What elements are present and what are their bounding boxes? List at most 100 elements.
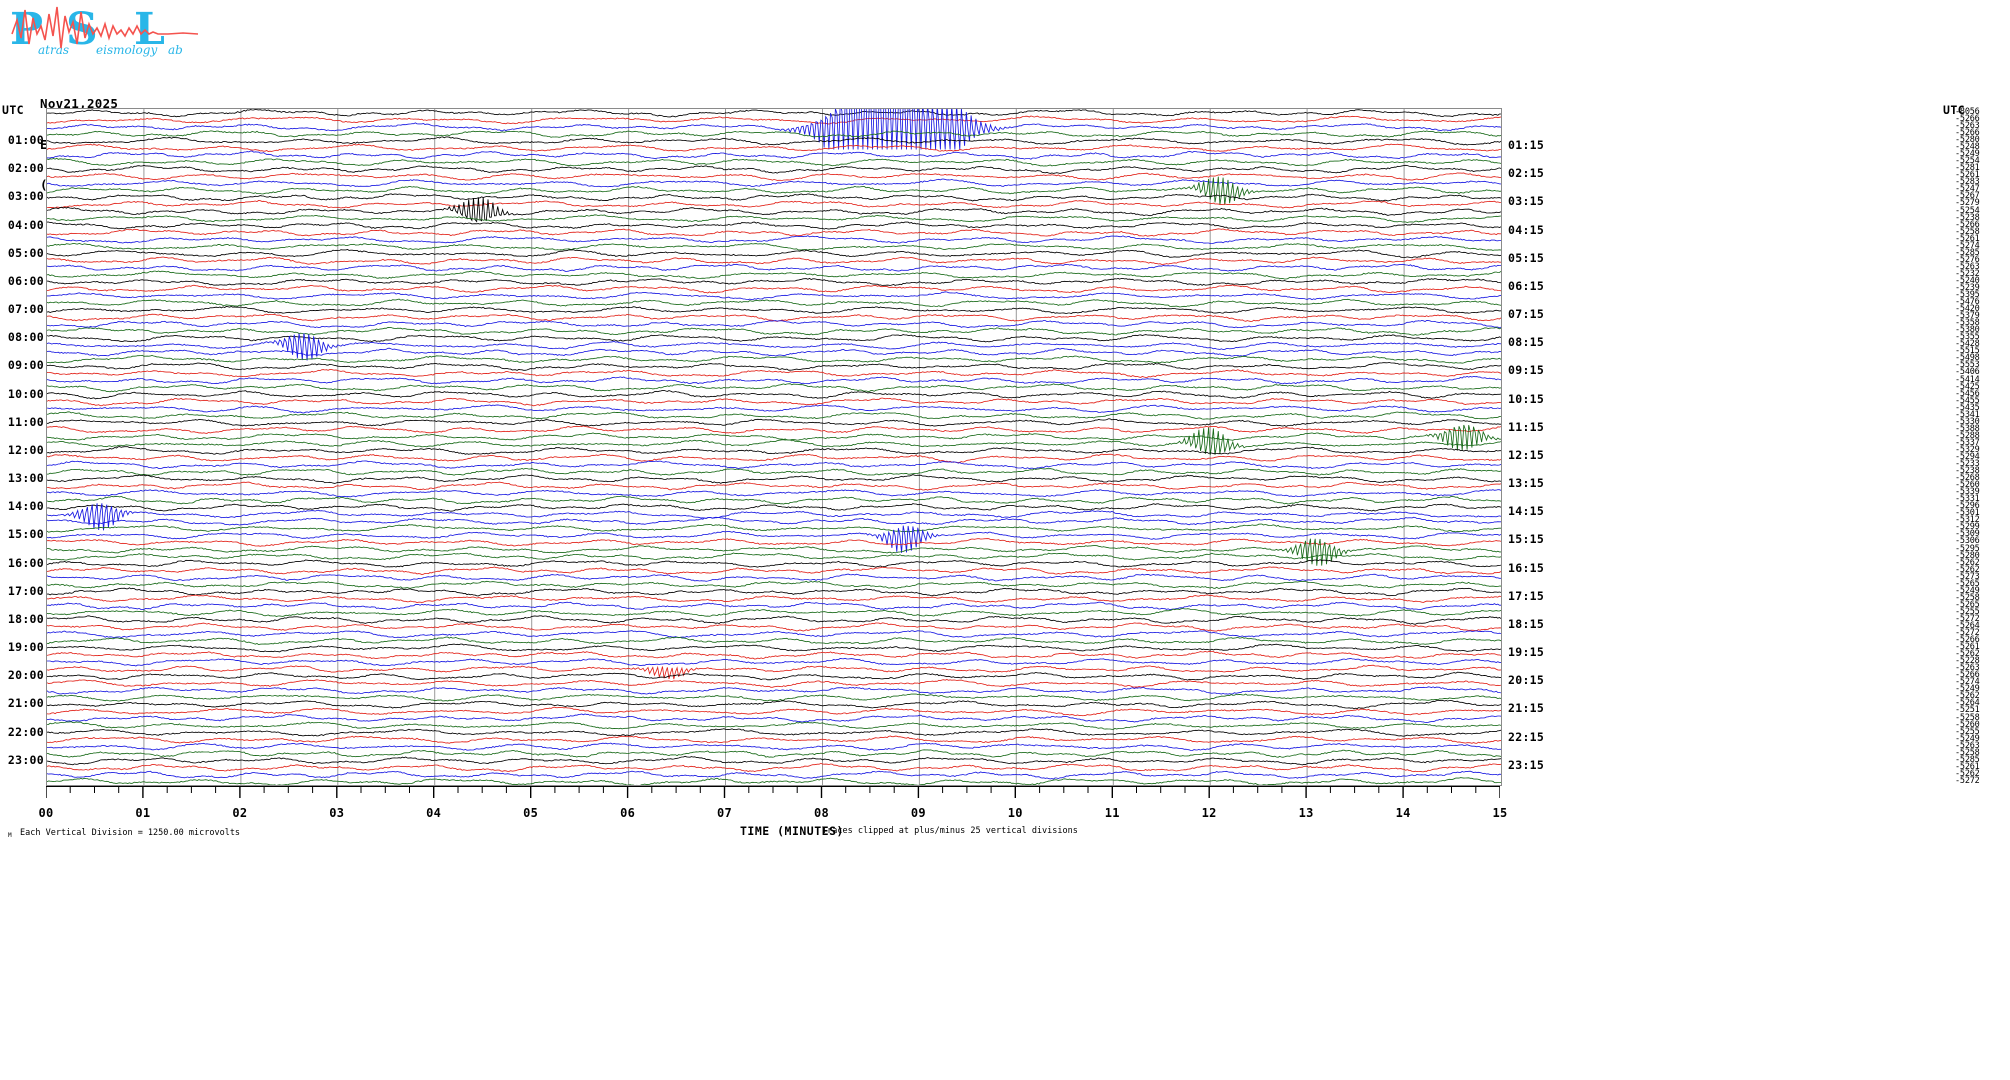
left-hour-label: 21:00 [7,696,44,711]
trace-offset-value: -5425 [1955,381,1980,392]
trace-offset-value: -5258 [1955,592,1980,603]
left-hour-label: 06:00 [7,273,44,288]
scale-note-prefix: M [8,832,12,839]
trace-offset-value: -5232 [1955,268,1980,279]
x-tick-label: 05 [523,806,539,820]
right-hour-label: 06:15 [1508,278,1545,293]
trace-offset-value: -5239 [1955,282,1980,293]
x-tick-label: 04 [426,806,442,820]
trace-offset-value: -5283 [1955,177,1980,188]
trace-offset-value: -5265 [1955,599,1980,610]
trace-offset-value: -5251 [1955,705,1980,716]
trace-offset-value: -5268 [1955,473,1980,483]
trace-offset-value: -5355 [1955,332,1980,343]
record-date: Nov21,2025 [40,96,119,111]
right-hour-label: 05:15 [1508,250,1545,265]
right-hour-label: 20:15 [1508,673,1545,688]
trace-offset-value: -5515 [1955,346,1980,357]
svg-text:S: S [66,4,98,55]
trace-offset-value: -8056 [1955,106,1980,117]
right-hour-label: 09:15 [1508,363,1545,378]
trace-offset-value: -5254 [1955,156,1980,167]
x-axis-title: TIME (MINUTES) [740,824,844,838]
x-tick-label: 11 [1104,806,1120,820]
right-hour-label: 14:15 [1508,504,1545,519]
left-hour-label: 11:00 [7,414,44,429]
svg-text:eismology: eismology [96,43,157,57]
trace-offset-value: -5262 [1955,691,1980,702]
left-hour-label: 04:00 [7,217,44,232]
trace-offset-value: -5240 [1955,275,1980,286]
trace-offset-value: -5266 [1955,113,1980,124]
right-hour-label: 07:15 [1508,307,1545,322]
trace-offset-value: -5274 [1955,240,1980,251]
left-hour-label: 09:00 [7,358,44,373]
trace-offset-value: -5276 [1955,254,1980,265]
trace-offset-value: -5337 [1955,437,1980,448]
trace-offset-value: -5258 [1955,226,1980,237]
trace-offset-value: -5255 [1955,606,1980,617]
trace-offset-value: -5263 [1955,663,1980,674]
trace-offset-value: -5249 [1955,585,1980,596]
trace-offset-value: -5261 [1955,233,1980,244]
trace-offset-value: -5279 [1955,198,1980,209]
left-hour-label: 16:00 [7,555,44,570]
trace-offset-value: -5280 [1955,550,1980,561]
trace-offset-value: -5248 [1955,142,1980,153]
trace-offset-value: -5339 [1955,487,1980,498]
trace-offset-value: -5420 [1955,304,1980,314]
trace-offset-value: -5388 [1955,423,1980,434]
x-tick-label: 00 [38,806,54,820]
x-tick-label: 07 [716,806,733,820]
trace-offset-value: -5280 [1955,135,1980,145]
trace-offset-value: -5296 [1955,501,1980,512]
right-hour-label: 23:15 [1508,757,1545,772]
trace-offset-value: -5249 [1955,733,1980,744]
x-tick-label: 01 [135,806,151,820]
x-tick-label: 14 [1395,806,1411,820]
left-hour-label: 15:00 [7,527,44,542]
trace-offset-value: -5272 [1955,613,1980,624]
trace-offset-value: -5263 [1955,740,1980,751]
trace-offset-value: -5264 [1955,698,1980,709]
right-hour-label: 03:15 [1508,194,1545,209]
x-tick-label: 08 [813,806,830,820]
trace-offset-value: -5262 [1955,768,1980,779]
trace-offset-value: -5238 [1955,212,1980,223]
trace-offset-value: -5498 [1955,353,1980,364]
left-hour-label: 22:00 [7,724,44,739]
trace-offset-value: -5456 [1955,388,1980,399]
trace-offset-value: -5406 [1955,367,1980,378]
trace-offset-value: -5414 [1955,374,1980,385]
left-hour-label: 20:00 [7,668,44,683]
trace-offset-value: -5435 [1955,402,1980,413]
trace-offset-value: -5249 [1955,149,1980,160]
right-hour-label: 17:15 [1508,588,1545,603]
trace-offset-value: -5266 [1955,670,1980,681]
right-hour-label: 19:15 [1508,645,1545,660]
right-hour-label: 22:15 [1508,729,1545,744]
trace-offset-value: -5233 [1955,459,1980,469]
helicorder-plot[interactable] [46,108,1502,786]
svg-text:ab: ab [168,43,183,57]
trace-offset-value: -5249 [1955,684,1980,695]
left-hour-label: 08:00 [7,330,44,345]
trace-offset-value: -5262 [1955,649,1980,660]
right-hour-label: 11:15 [1508,419,1545,434]
left-hour-label: 14:00 [7,499,44,514]
right-hour-label: 08:15 [1508,335,1545,350]
trace-offset-value: -5329 [1955,444,1980,455]
trace-offset-value: -5285 [1955,754,1980,765]
trace-offset-value: -5228 [1955,656,1980,667]
trace-offset-value: -5455 [1955,395,1980,406]
trace-offset-value: -5258 [1955,712,1980,723]
trace-offset-value: -5285 [1955,247,1980,258]
trace-offset-value: -5379 [1955,311,1980,322]
trace-offset-value: -5301 [1955,508,1980,519]
scale-note: Each Vertical Division = 1250.00 microvo… [20,828,241,838]
x-tick-label: 13 [1298,806,1314,820]
left-hour-label: 07:00 [7,302,44,316]
x-tick-label: 09 [910,806,926,820]
trace-offset-value: -5262 [1955,564,1980,575]
trace-offset-value: -5330 [1955,416,1980,427]
